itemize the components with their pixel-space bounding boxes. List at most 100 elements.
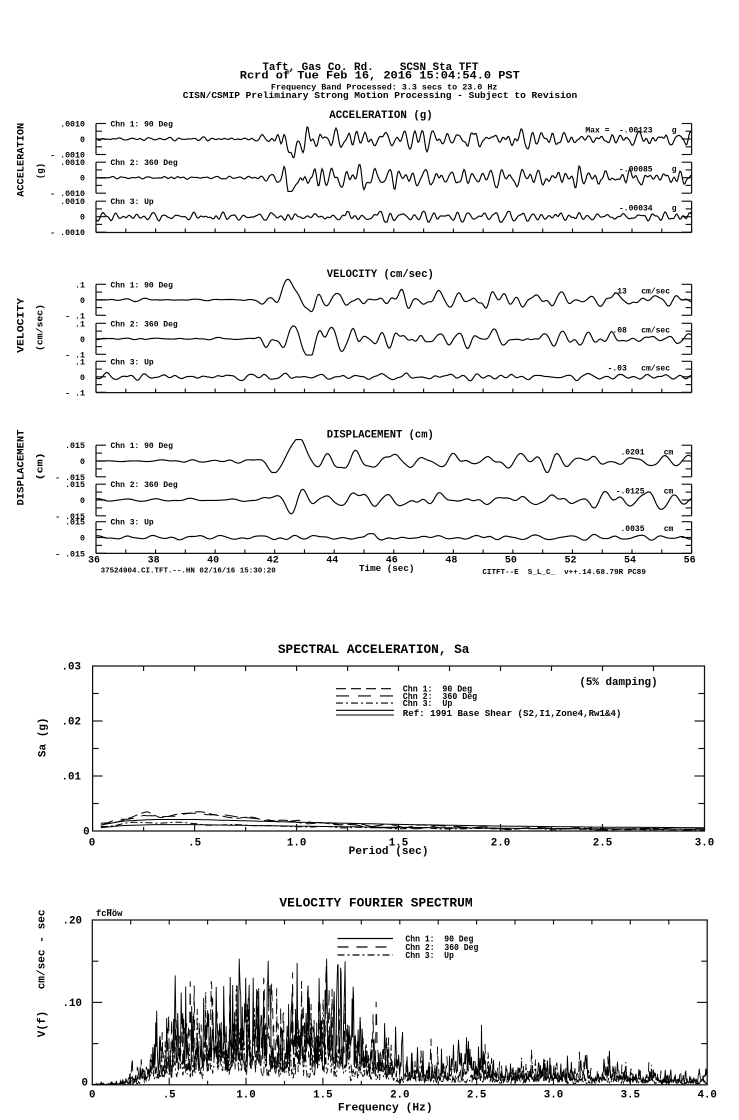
svg-text:(cm): (cm) xyxy=(36,452,46,480)
svg-text:(cm/sec): (cm/sec) xyxy=(36,304,46,351)
svg-text:0: 0 xyxy=(89,837,95,849)
svg-text:Chn 2: 360 Deg: Chn 2: 360 Deg xyxy=(405,942,478,953)
svg-text:2.5: 2.5 xyxy=(467,1090,486,1102)
svg-text:.01: .01 xyxy=(62,772,82,784)
svg-text:.13 cm/sec: .13 cm/sec xyxy=(612,288,670,297)
svg-text:0: 0 xyxy=(80,297,85,306)
svg-text:- .0010: - .0010 xyxy=(50,190,85,199)
svg-text:0: 0 xyxy=(80,336,85,345)
svg-text:Taft, Gas Co. Rd. SCSN Sta: Taft, Gas Co. Rd. SCSN Sta TFT xyxy=(262,62,478,74)
svg-text:46: 46 xyxy=(386,555,398,566)
svg-text:.08 cm/sec: .08 cm/sec xyxy=(612,327,670,336)
svg-text:3.5: 3.5 xyxy=(621,1090,640,1102)
svg-text:ACCELERATION (g): ACCELERATION (g) xyxy=(329,110,433,122)
svg-text:56: 56 xyxy=(684,555,696,566)
svg-text:Max = -.00123 g: Max = -.00123 g xyxy=(585,127,676,136)
svg-text:0: 0 xyxy=(80,535,85,544)
svg-text:Chn 1: 90 Deg: Chn 1: 90 Deg xyxy=(111,121,174,130)
svg-text:Period (sec): Period (sec) xyxy=(349,846,429,858)
svg-text:.0010: .0010 xyxy=(60,198,85,207)
svg-text:ACCELERATION: ACCELERATION xyxy=(17,123,28,197)
svg-text:.5: .5 xyxy=(188,837,201,849)
svg-text:48: 48 xyxy=(445,555,457,566)
svg-text:1.0: 1.0 xyxy=(236,1090,255,1102)
svg-text:.0201 cm: .0201 cm xyxy=(620,449,673,458)
svg-text:VELOCITY FOURIER SPECTRUM: VELOCITY FOURIER SPECTRUM xyxy=(279,895,473,910)
svg-text:Chn 1: 90 Deg: Chn 1: 90 Deg xyxy=(405,934,473,945)
svg-text:.1: .1 xyxy=(75,320,85,329)
svg-text:4.0: 4.0 xyxy=(697,1090,716,1102)
svg-text:DISPLACEMENT (cm): DISPLACEMENT (cm) xyxy=(327,429,434,441)
svg-text:.0035 cm: .0035 cm xyxy=(620,525,673,534)
svg-text:Chn 2: 360 Deg: Chn 2: 360 Deg xyxy=(111,159,178,168)
svg-text:0: 0 xyxy=(80,497,85,506)
svg-text:44: 44 xyxy=(326,555,338,566)
svg-text:- .0010: - .0010 xyxy=(50,229,85,238)
svg-text:0: 0 xyxy=(80,214,85,223)
svg-text:Chn 1: 90 Deg: Chn 1: 90 Deg xyxy=(111,281,174,290)
svg-text:54: 54 xyxy=(624,555,636,566)
svg-text:Chn 2: 360 Deg: Chn 2: 360 Deg xyxy=(111,320,178,329)
svg-text:0: 0 xyxy=(83,827,89,839)
svg-text:Chn 1: 90 Deg: Chn 1: 90 Deg xyxy=(111,442,174,451)
svg-text:.0010: .0010 xyxy=(60,159,85,168)
svg-text:Rcrd of Tue Feb 16, 2016 15:04: Rcrd of Tue Feb 16, 2016 15:04:54.0 PST xyxy=(240,71,520,83)
svg-text:0: 0 xyxy=(82,1077,88,1089)
svg-text:2.5: 2.5 xyxy=(593,837,612,849)
svg-text:1.5: 1.5 xyxy=(313,1090,332,1102)
svg-text:36: 36 xyxy=(88,555,100,566)
svg-text:Sa (g): Sa (g) xyxy=(38,717,50,757)
svg-text:(5% damping): (5% damping) xyxy=(579,677,657,689)
svg-text:0: 0 xyxy=(80,175,85,184)
svg-text:VELOCITY: VELOCITY xyxy=(17,298,28,353)
svg-text:Frequency Band Processed: 3.3: Frequency Band Processed: 3.3 secs to 23… xyxy=(271,83,498,93)
svg-text:CITFT--E S_L_C_ v++.14.68.79: CITFT--E S_L_C_ v++.14.68.79R PC89 xyxy=(482,569,646,577)
svg-text:.015: .015 xyxy=(65,442,85,451)
svg-text:- .0010: - .0010 xyxy=(50,152,85,161)
svg-text:3.0: 3.0 xyxy=(695,837,714,849)
svg-text:3.0: 3.0 xyxy=(544,1090,563,1102)
svg-text:Chn 3: Up: Chn 3: Up xyxy=(111,198,154,207)
svg-text:37524904.CI.TFT.--.HN 02/16/16: 37524904.CI.TFT.--.HN 02/16/16 15:30:20 xyxy=(101,568,277,576)
svg-text:0: 0 xyxy=(80,458,85,467)
svg-text:.10: .10 xyxy=(63,998,82,1010)
svg-text:(g): (g) xyxy=(36,163,46,179)
svg-text:Chn 3: Up: Chn 3: Up xyxy=(403,698,453,709)
svg-text:- .1: - .1 xyxy=(65,351,85,360)
svg-text:2.0: 2.0 xyxy=(491,837,510,849)
svg-text:.5: .5 xyxy=(163,1090,176,1102)
svg-text:Frequency (Hz): Frequency (Hz) xyxy=(338,1102,433,1114)
svg-text:Ref: 1991 Base Shear (S2,I1,Zo: Ref: 1991 Base Shear (S2,I1,Zone4,Rw1&4) xyxy=(403,708,622,719)
svg-text:2.0: 2.0 xyxy=(390,1090,409,1102)
svg-text:0: 0 xyxy=(80,374,85,383)
svg-text:V(f): V(f) xyxy=(37,1011,49,1037)
svg-text:- .015: - .015 xyxy=(55,513,85,522)
svg-text:38: 38 xyxy=(148,555,160,566)
svg-text:SPECTRAL ACCELERATION, Sa: SPECTRAL ACCELERATION, Sa xyxy=(278,642,470,657)
svg-text:cm/sec - sec: cm/sec - sec xyxy=(37,909,49,989)
svg-text:Chn 2: 360 Deg: Chn 2: 360 Deg xyxy=(403,691,477,702)
svg-text:Chn 3: Up: Chn 3: Up xyxy=(111,358,154,367)
svg-text:CISN/CSMIP Preliminary Strong: CISN/CSMIP Preliminary Strong Motion Pro… xyxy=(183,90,578,101)
svg-text:-.0125 cm: -.0125 cm xyxy=(616,488,674,497)
svg-text:- .015: - .015 xyxy=(55,550,85,559)
svg-text:.20: .20 xyxy=(63,916,82,928)
svg-text:fcHöw: fcHöw xyxy=(96,909,123,919)
svg-text:Chn 3: Up: Chn 3: Up xyxy=(111,519,154,528)
svg-text:1.0: 1.0 xyxy=(287,837,306,849)
svg-text:Chn 1: 90 Deg: Chn 1: 90 Deg xyxy=(403,684,472,695)
svg-text:- .015: - .015 xyxy=(55,474,85,483)
svg-text:DISPLACEMENT: DISPLACEMENT xyxy=(17,430,28,506)
svg-text:52: 52 xyxy=(564,555,576,566)
svg-text:.015: .015 xyxy=(65,481,85,490)
svg-text:.03: .03 xyxy=(62,662,81,674)
svg-text:0: 0 xyxy=(80,136,85,145)
svg-text:.0010: .0010 xyxy=(60,121,85,130)
svg-text:- .1: - .1 xyxy=(65,389,85,398)
svg-text:Chn 2: 360 Deg: Chn 2: 360 Deg xyxy=(111,481,178,490)
svg-text:-.00034 g: -.00034 g xyxy=(619,204,677,213)
svg-text:1.5: 1.5 xyxy=(389,837,408,849)
svg-text:-.03 cm/sec: -.03 cm/sec xyxy=(608,365,671,374)
svg-text:.1: .1 xyxy=(75,358,85,367)
svg-text:.015: .015 xyxy=(65,519,85,528)
